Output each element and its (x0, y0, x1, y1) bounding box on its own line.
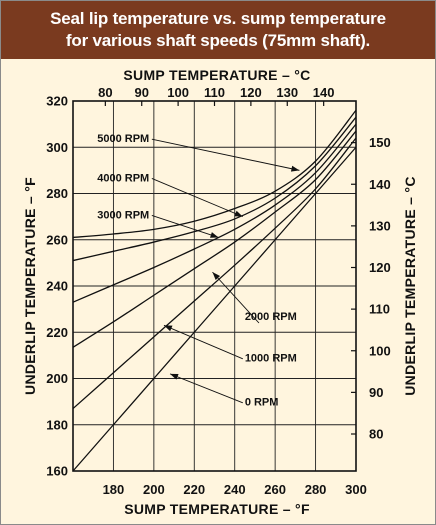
leader-arrowhead (234, 210, 243, 217)
x2-tick-label: 140 (313, 85, 335, 100)
leader-arrowhead (290, 165, 300, 172)
x2-tick-label: 80 (98, 85, 112, 100)
series-label: 1000 RPM (245, 353, 297, 365)
leader-line (151, 215, 219, 238)
y-tick-label: 260 (46, 232, 68, 247)
chart-title-line1: Seal lip temperature vs. sump temperatur… (50, 9, 386, 28)
x-tick-label: 300 (345, 482, 367, 497)
x2-tick-label: 110 (204, 85, 225, 100)
x-axis-label-bottom: SUMP TEMPERATURE – °F (124, 501, 310, 517)
leader-line (151, 138, 300, 171)
title-banner: Seal lip temperature vs. sump temperatur… (1, 1, 435, 59)
y-tick-label: 300 (46, 140, 68, 155)
y-axis-label-left: UNDERLIP TEMPERATURE – °F (22, 177, 38, 395)
x-tick-label: 260 (264, 482, 286, 497)
leader-arrowhead (212, 272, 221, 281)
x2-tick-label: 120 (240, 85, 262, 100)
series-label: 2000 RPM (245, 311, 297, 323)
x2-tick-label: 100 (167, 85, 189, 100)
series-label: 3000 RPM (97, 209, 149, 221)
y-tick-label: 240 (46, 279, 68, 294)
series-line (72, 123, 357, 303)
y-tick-label: 320 (46, 94, 68, 109)
series-label: 4000 RPM (97, 172, 149, 184)
leader-line (169, 373, 243, 404)
label-leaders (151, 138, 300, 404)
leader-arrowhead (210, 232, 219, 238)
series-line (72, 130, 357, 348)
grid-lines (73, 101, 356, 471)
tick-labels: 180 200 220 240 260 280 300 160 180 200 220 240 260 2… (46, 85, 390, 497)
series-labels: 0 RPM 1000 RPM 2000 RPM 3000 RPM 4000 RPM 500… (97, 133, 297, 409)
y2-tick-label: 140 (369, 177, 391, 192)
leader-arrowhead (163, 325, 173, 332)
x2-tick-label: 130 (276, 85, 298, 100)
y-axis-label-right: UNDERLIP TEMPERATURE – °C (402, 176, 418, 396)
y-tick-label: 220 (46, 325, 68, 340)
x-tick-label: 180 (103, 482, 125, 497)
series-label: 5000 RPM (97, 133, 149, 145)
y2-tick-label: 110 (369, 302, 390, 317)
x2-tick-label: 90 (134, 85, 148, 100)
leader-line (151, 178, 243, 218)
y-tick-label: 180 (46, 417, 68, 432)
series-lines (72, 109, 357, 472)
y2-tick-label: 80 (369, 427, 383, 442)
x-tick-label: 280 (305, 482, 327, 497)
y2-tick-label: 130 (369, 218, 391, 233)
y2-tick-label: 120 (369, 260, 391, 275)
x-tick-label: 240 (224, 482, 246, 497)
y-tick-label: 200 (46, 371, 68, 386)
series-line (72, 109, 357, 239)
y-tick-label: 280 (46, 186, 68, 201)
x-tick-label: 220 (183, 482, 205, 497)
series-line (72, 116, 357, 262)
series-label: 0 RPM (245, 397, 279, 409)
y2-tick-label: 100 (369, 343, 391, 358)
leader-line (163, 324, 243, 360)
y2-tick-label: 90 (369, 385, 383, 400)
series-line (72, 146, 357, 472)
x-axis-label-top: SUMP TEMPERATURE – °C (123, 67, 310, 83)
x-tick-label: 200 (143, 482, 165, 497)
chart-title-line2: for various shaft speeds (75mm shaft). (65, 31, 371, 50)
y-tick-label: 160 (46, 464, 68, 479)
series-line (72, 137, 357, 410)
leader-arrowhead (170, 373, 179, 380)
y2-tick-label: 150 (369, 135, 391, 150)
leader-line (212, 271, 260, 324)
